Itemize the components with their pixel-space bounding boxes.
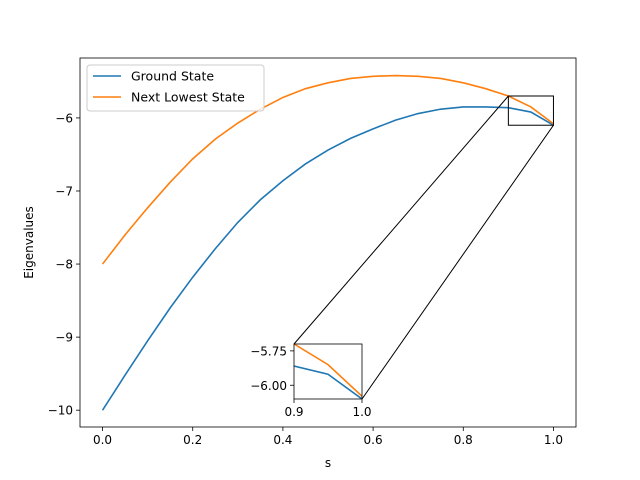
inset-x-tick-label: 0.9 bbox=[284, 405, 303, 419]
y-tick-label: −7 bbox=[55, 184, 73, 198]
inset-x-tick-label: 1.0 bbox=[352, 405, 371, 419]
x-tick-label: 0.6 bbox=[364, 433, 383, 447]
x-axis-label: s bbox=[325, 456, 331, 470]
inset-axes: 0.9 1.0 −5.75 −6.00 bbox=[250, 343, 372, 419]
y-tick-label: −10 bbox=[48, 404, 73, 418]
zoom-indicator bbox=[293, 95, 554, 400]
main-x-ticks: 0.0 0.2 0.4 0.6 0.8 1.0 bbox=[93, 427, 563, 447]
y-tick-label: −9 bbox=[55, 331, 73, 345]
inset-series-line-1 bbox=[294, 344, 362, 397]
inset-x-ticks: 0.9 1.0 bbox=[284, 399, 372, 419]
zoom-region-box bbox=[507, 95, 554, 126]
x-tick-label: 0.8 bbox=[454, 433, 473, 447]
zoom-connector-line bbox=[293, 95, 509, 345]
inset-y-tick-label: −6.00 bbox=[250, 379, 287, 393]
legend-box bbox=[86, 64, 265, 112]
y-axis-label: Eigenvalues bbox=[22, 206, 36, 279]
x-tick-label: 0.2 bbox=[183, 433, 202, 447]
legend-label-ground-state: Ground State bbox=[131, 69, 214, 84]
x-tick-label: 1.0 bbox=[544, 433, 563, 447]
inset-y-ticks: −5.75 −6.00 bbox=[250, 344, 294, 393]
series-line-0 bbox=[101, 106, 554, 411]
series-line-1 bbox=[101, 74, 554, 265]
main-axes: 0.0 0.2 0.4 0.6 0.8 1.0 −10 −9 −8 −7 −6 s Eigenva… bbox=[22, 57, 577, 470]
legend-label-next-lowest-state: Next Lowest State bbox=[131, 90, 245, 105]
main-series-lines bbox=[101, 74, 554, 411]
main-y-ticks: −10 −9 −8 −7 −6 bbox=[48, 111, 80, 418]
y-tick-label: −6 bbox=[55, 111, 73, 125]
inset-plot-frame bbox=[293, 343, 363, 400]
y-tick-label: −8 bbox=[55, 258, 73, 272]
x-tick-label: 0.0 bbox=[93, 433, 112, 447]
main-plot-frame bbox=[79, 57, 577, 428]
x-tick-label: 0.4 bbox=[273, 433, 292, 447]
zoom-connector-line bbox=[361, 124, 554, 400]
inset-series-line-0 bbox=[294, 365, 362, 399]
legend: Ground State Next Lowest State bbox=[86, 64, 265, 112]
inset-y-tick-label: −5.75 bbox=[250, 344, 287, 358]
inset-series-lines bbox=[294, 344, 362, 399]
